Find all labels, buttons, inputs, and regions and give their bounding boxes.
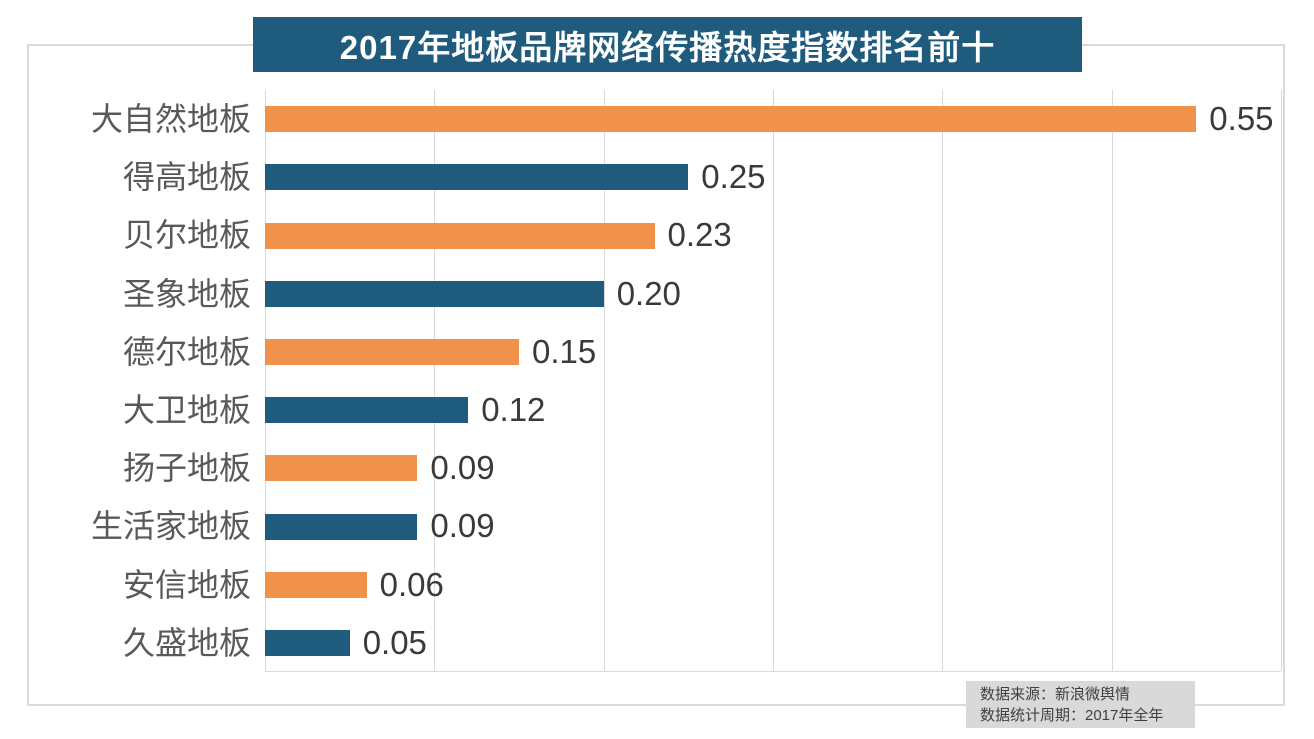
value-label: 0.25	[701, 158, 766, 196]
gridline	[1112, 90, 1113, 671]
bar	[265, 280, 604, 307]
category-label: 大自然地板	[90, 101, 251, 137]
category-label: 生活家地板	[90, 508, 251, 545]
bar	[265, 513, 418, 540]
value-label: 0.55	[1209, 100, 1274, 137]
category-label: 得高地板	[122, 159, 251, 196]
category-label: 德尔地板	[122, 333, 251, 370]
gridline	[942, 90, 943, 671]
category-label: 圣象地板	[122, 275, 251, 312]
value-label: 0.06	[379, 565, 444, 603]
category-label: 久盛地板	[122, 624, 251, 661]
category-label: 安信地板	[122, 566, 251, 603]
bar	[265, 571, 367, 598]
category-label: 扬子地板	[122, 450, 251, 487]
period-line: 数据统计周期：2017年全年	[980, 707, 1164, 724]
gridline	[434, 90, 435, 671]
bar	[265, 397, 469, 424]
category-label: 大卫地板	[122, 392, 251, 428]
value-label: 0.15	[532, 332, 597, 370]
value-label: 0.23	[667, 216, 732, 254]
gridline	[604, 90, 605, 671]
value-label: 0.09	[430, 449, 495, 487]
value-label: 0.05	[362, 623, 427, 661]
category-label: 贝尔地板	[122, 217, 251, 254]
value-label: 0.20	[616, 274, 681, 312]
value-label: 0.12	[481, 391, 546, 428]
gridline	[1281, 90, 1282, 671]
bar	[265, 455, 418, 482]
source-note: 数据来源：新浪微舆情 数据统计周期：2017年全年	[966, 681, 1195, 728]
bar	[265, 222, 655, 249]
bar	[265, 106, 1197, 133]
chart-title-banner: 2017年地板品牌网络传播热度指数排名前十	[253, 17, 1082, 72]
bar	[265, 164, 689, 191]
chart-title: 2017年地板品牌网络传播热度指数排名前十	[339, 28, 996, 66]
gridline	[773, 90, 774, 671]
category-axis: 大自然地板得高地板贝尔地板圣象地板德尔地板大卫地板扬子地板生活家地板安信地板久盛…	[0, 90, 251, 672]
bar	[265, 629, 350, 656]
bar	[265, 338, 519, 365]
value-label: 0.09	[430, 507, 495, 545]
plot-area: 0.55 0.25 0.23 0.20 0.15 0.12 0.09 0.09 0.06 0.05	[265, 90, 1282, 672]
gridline	[265, 90, 266, 671]
source-line: 数据来源：新浪微舆情	[980, 686, 1131, 703]
